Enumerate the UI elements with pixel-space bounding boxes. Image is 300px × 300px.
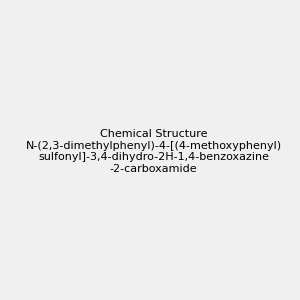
Text: Chemical Structure
N-(2,3-dimethylphenyl)-4-[(4-methoxyphenyl)
sulfonyl]-3,4-dih: Chemical Structure N-(2,3-dimethylphenyl… — [26, 129, 282, 174]
